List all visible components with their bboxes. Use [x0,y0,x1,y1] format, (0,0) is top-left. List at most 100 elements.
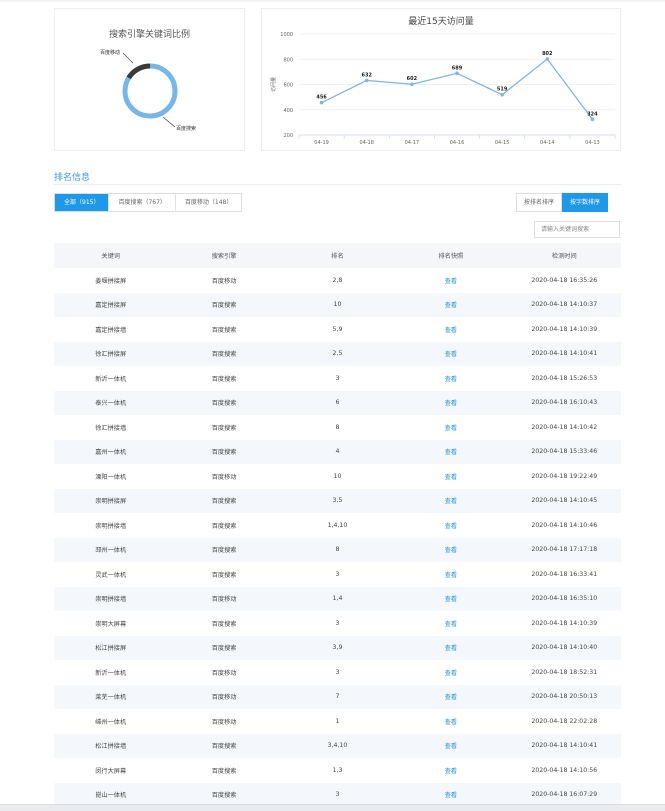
x-tick-label: 04-16 [450,140,465,146]
cell-keyword: 溧阳一体机 [95,473,127,481]
cell-rank: 8 [335,423,340,431]
cell-check-time: 2020-04-18 22:02:28 [531,717,598,725]
cell-check-time: 2020-04-18 14:10:42 [531,423,598,431]
y-tick-label: 1000 [280,32,293,38]
keyword-search-input[interactable] [534,221,620,238]
visits-line-chart: 200 400 600 800 1000 04-19 04-18 04-17 04-16 04-1… [270,32,616,146]
cell-snapshot-link[interactable]: 查看 [394,586,508,611]
data-point [364,78,369,83]
cell-keyword: 闵行大屏幕 [95,767,127,775]
donut-leader-mobile [122,52,134,64]
cell-snapshot-link[interactable]: 查看 [444,522,458,530]
cell-rank: 1,3 [332,766,343,774]
sort-by-rank-button[interactable]: 按排名排序 [516,193,563,212]
data-label: 519 [497,87,508,93]
ranking-section-title: 排名信息 [54,173,91,183]
cell-check-time: 2020-04-18 14:10:41 [507,733,621,758]
cell-engine: 百度移动 [167,684,281,709]
y-tick-label: 200 [283,133,293,139]
cell-rank: 4 [280,439,395,464]
table-row: 松江拼接屏 百度搜索 3,9 查看 2020-04-18 14:10:40 [54,635,621,660]
y-axis-label: 访问量 [270,77,277,92]
cell-engine: 百度搜索 [167,488,281,513]
section-divider [54,184,621,185]
cell-rank: 1,4 [280,586,395,611]
cell-rank: 1 [335,717,340,725]
cell-check-time: 2020-04-18 14:10:56 [531,766,598,774]
tab-baidu-search[interactable]: 百度搜索（767） [109,194,176,211]
cell-snapshot-link[interactable]: 查看 [444,424,458,432]
sort-by-length-button[interactable]: 按字数排序 [562,193,609,212]
donut-label-mobile: 百度移动 [100,49,120,56]
cell-keyword: 嘉定拼接屏 [54,292,168,317]
data-point [455,71,459,76]
cell-snapshot-link[interactable]: 查看 [444,718,458,726]
cell-check-time: 2020-04-18 19:22:49 [531,472,598,480]
donut-title: 搜索引擎关键词比例 [108,30,190,40]
cell-snapshot-link[interactable]: 查看 [394,733,508,758]
donut-leader-pc [162,116,176,128]
cell-check-time: 2020-04-18 15:26:53 [531,374,598,382]
cell-snapshot-link[interactable]: 查看 [444,326,458,334]
table-row: 崑山一体机 百度搜索 3 查看 2020-04-18 16:07:29 [54,782,621,807]
cell-snapshot-link[interactable]: 查看 [444,473,458,481]
cell-rank: 3 [335,374,340,382]
cell-rank: 3 [280,782,395,807]
y-tick-label: 400 [283,108,293,114]
horizontal-scrollbar[interactable] [0,804,665,811]
cell-snapshot-link[interactable]: 查看 [444,277,458,285]
cell-keyword: 嘉定拼接墙 [95,326,127,334]
cell-check-time: 2020-04-18 16:35:10 [507,586,621,611]
cell-snapshot-link[interactable]: 查看 [444,669,458,677]
table-row: 徐汇拼接墙 百度搜索 8 查看 2020-04-18 14:10:42 [54,415,621,440]
x-tick-label: 04-18 [359,140,374,146]
cell-snapshot-link[interactable]: 查看 [444,571,458,579]
table-row: 灵武一体机 百度搜索 3 查看 2020-04-18 16:33:41 [54,562,621,587]
data-label: 456 [316,95,327,101]
cell-engine: 百度搜索 [167,292,281,317]
cell-keyword: 崇明拼接墙 [95,522,127,530]
cell-snapshot-link[interactable]: 查看 [394,390,508,415]
table-row: 邳州一体机 百度搜索 8 查看 2020-04-18 17:17:18 [54,537,621,562]
cell-engine: 百度移动 [211,718,237,726]
cell-rank: 2,8 [332,276,343,284]
cell-snapshot-link[interactable]: 查看 [444,620,458,628]
cell-keyword: 姜堰拼接屏 [95,277,127,285]
sort-buttons: 按排名排序 按字数排序 [516,193,609,212]
cell-rank: 10 [333,472,342,480]
header-rank: 排名 [280,243,395,268]
donut-chart: 百度移动 百度搜索 [100,49,196,132]
engine-ratio-card: 搜索引擎关键词比例 百度移动 百度搜索 [54,8,245,151]
data-point [500,92,504,97]
cell-snapshot-link[interactable]: 查看 [394,782,508,807]
tab-baidu-mobile[interactable]: 百度移动（148） [184,199,233,206]
cell-check-time: 2020-04-18 16:10:43 [507,390,621,415]
cell-rank: 3,5 [280,488,395,513]
data-point [545,57,550,61]
table-row: 嘉州一体机 百度搜索 4 查看 2020-04-18 15:33:46 [54,439,621,464]
table-row: 崇明拼接墙 百度移动 1,4 查看 2020-04-18 16:35:10 [54,586,621,611]
cell-snapshot-link[interactable]: 查看 [394,292,508,317]
cell-snapshot-link[interactable]: 查看 [394,635,508,660]
table-row: 莱芜一体机 百度移动 7 查看 2020-04-18 20:50:13 [54,684,621,709]
table-row: 嘉定拼接屏 百度搜索 10 查看 2020-04-18 14:10:37 [54,292,621,317]
cell-snapshot-link[interactable]: 查看 [444,767,458,775]
cell-snapshot-link[interactable]: 查看 [444,375,458,383]
cell-check-time: 2020-04-18 14:10:46 [531,521,598,529]
table-row: 嵊州一体机 百度移动 1 查看 2020-04-18 22:02:28 [54,709,621,734]
cell-snapshot-link[interactable]: 查看 [394,684,508,709]
y-tick-label: 800 [283,57,293,63]
donut-label-pc: 百度搜索 [176,125,196,132]
cell-snapshot-link[interactable]: 查看 [394,488,508,513]
cell-snapshot-link[interactable]: 查看 [394,439,508,464]
tab-all[interactable]: 全部（915） [55,194,110,211]
cell-keyword: 邳州一体机 [54,537,168,562]
cell-check-time: 2020-04-18 20:50:13 [507,684,621,709]
cell-snapshot-link[interactable]: 查看 [394,341,508,366]
header-keyword: 关键词 [54,243,168,268]
cell-snapshot-link[interactable]: 查看 [394,537,508,562]
cell-engine: 百度搜索 [167,733,281,758]
data-label: 802 [542,51,553,57]
x-tick-label: 04-19 [314,140,329,146]
table-row: 崇明大屏幕 百度搜索 3 查看 2020-04-18 14:10:39 [54,611,621,636]
